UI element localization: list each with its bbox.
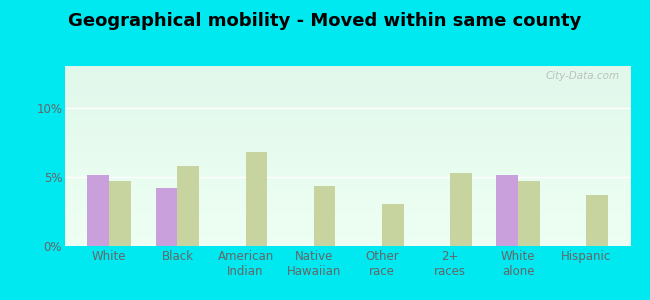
- Bar: [65, 189, 630, 192]
- Bar: [246, 152, 267, 246]
- Bar: [177, 166, 199, 246]
- Bar: [65, 99, 630, 102]
- Bar: [65, 168, 630, 171]
- Bar: [65, 90, 630, 93]
- Bar: [65, 78, 630, 81]
- Bar: [65, 129, 630, 132]
- Bar: [518, 181, 540, 246]
- Bar: [109, 181, 131, 246]
- Bar: [65, 66, 630, 69]
- Bar: [65, 186, 630, 189]
- Bar: [65, 75, 630, 78]
- Bar: [65, 147, 630, 150]
- Bar: [65, 72, 630, 75]
- Bar: [65, 174, 630, 177]
- Bar: [65, 120, 630, 123]
- Bar: [497, 176, 518, 246]
- Bar: [65, 84, 630, 87]
- Bar: [65, 153, 630, 156]
- Bar: [65, 114, 630, 117]
- Bar: [65, 243, 630, 246]
- Bar: [65, 183, 630, 186]
- Bar: [65, 111, 630, 114]
- Bar: [65, 108, 630, 111]
- Bar: [65, 69, 630, 72]
- Bar: [65, 231, 630, 234]
- Bar: [65, 210, 630, 213]
- Bar: [65, 105, 630, 108]
- Bar: [65, 126, 630, 129]
- Bar: [155, 188, 177, 246]
- Bar: [88, 176, 109, 246]
- Bar: [450, 172, 472, 246]
- Bar: [65, 204, 630, 207]
- Text: City-Data.com: City-Data.com: [545, 71, 619, 81]
- Bar: [65, 237, 630, 240]
- Bar: [65, 213, 630, 216]
- Bar: [65, 162, 630, 165]
- Bar: [65, 240, 630, 243]
- Bar: [65, 225, 630, 228]
- Bar: [65, 150, 630, 153]
- Text: Geographical mobility - Moved within same county: Geographical mobility - Moved within sam…: [68, 12, 582, 30]
- Bar: [314, 187, 335, 246]
- Bar: [65, 156, 630, 159]
- Bar: [65, 195, 630, 198]
- Bar: [382, 205, 404, 246]
- Bar: [65, 102, 630, 105]
- Bar: [65, 222, 630, 225]
- Bar: [65, 198, 630, 201]
- Bar: [586, 195, 608, 246]
- Bar: [65, 96, 630, 99]
- Bar: [65, 165, 630, 168]
- Bar: [65, 93, 630, 96]
- Bar: [65, 177, 630, 180]
- Bar: [65, 138, 630, 141]
- Bar: [65, 216, 630, 219]
- Bar: [65, 171, 630, 174]
- Bar: [65, 219, 630, 222]
- Bar: [65, 141, 630, 144]
- Bar: [65, 180, 630, 183]
- Bar: [65, 207, 630, 210]
- Bar: [65, 144, 630, 147]
- Bar: [65, 117, 630, 120]
- Bar: [65, 228, 630, 231]
- Bar: [65, 123, 630, 126]
- Bar: [65, 159, 630, 162]
- Bar: [65, 201, 630, 204]
- Bar: [65, 135, 630, 138]
- Bar: [65, 192, 630, 195]
- Bar: [65, 234, 630, 237]
- Bar: [65, 87, 630, 90]
- Bar: [65, 81, 630, 84]
- Bar: [65, 132, 630, 135]
